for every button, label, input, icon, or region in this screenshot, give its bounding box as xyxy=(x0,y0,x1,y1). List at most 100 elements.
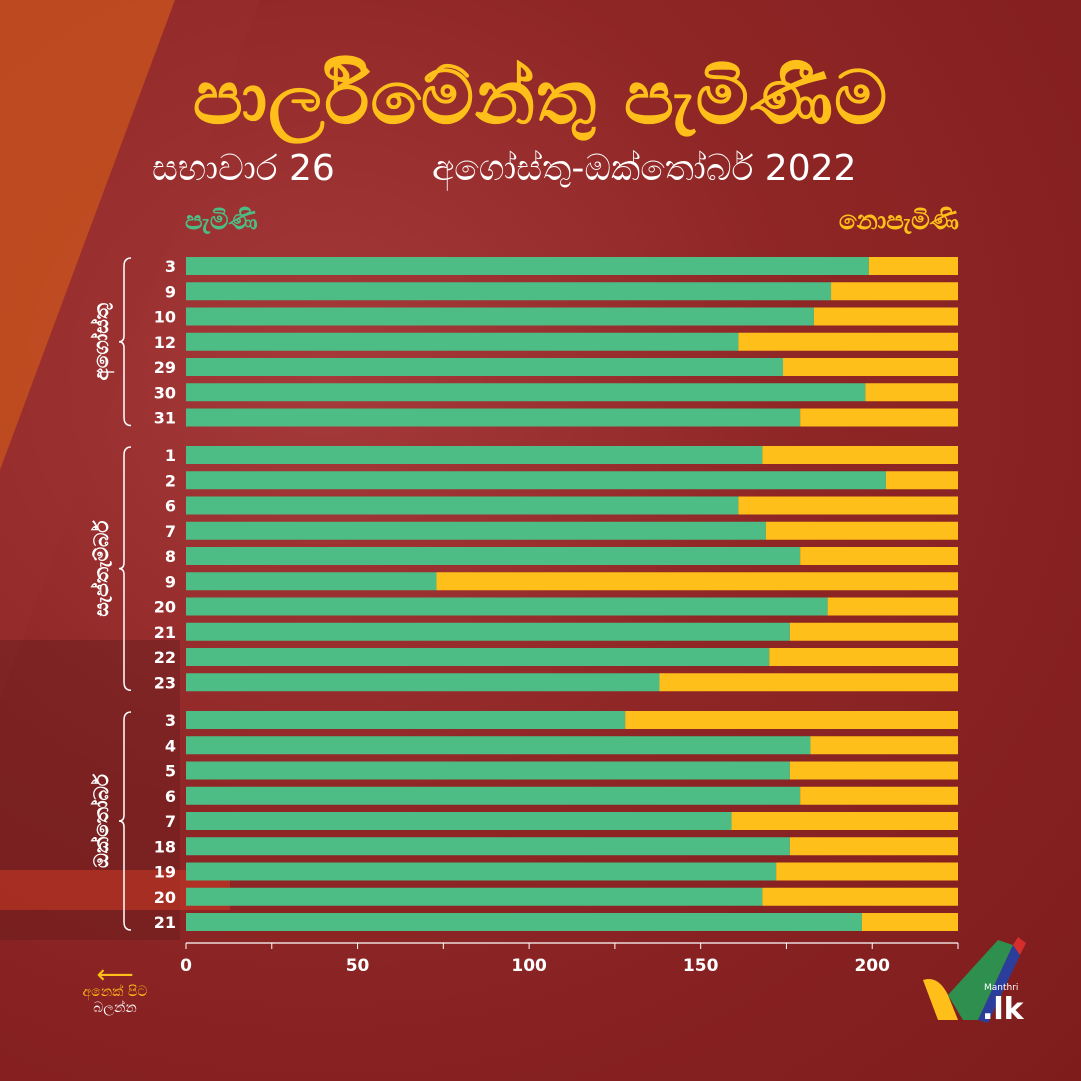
bar-present xyxy=(186,711,626,729)
day-label: 19 xyxy=(154,863,176,882)
day-label: 9 xyxy=(165,282,176,301)
group-bracket xyxy=(118,446,132,691)
bar-absent xyxy=(885,471,958,490)
month-label: අගෝස්තු xyxy=(89,302,115,380)
bar-present xyxy=(186,521,766,540)
bar-present xyxy=(186,648,770,666)
bar-absent xyxy=(810,736,958,755)
day-label: 5 xyxy=(165,762,176,781)
bar-present xyxy=(186,471,886,490)
bar-absent xyxy=(868,257,958,275)
bar-absent xyxy=(738,332,958,351)
back-hint[interactable]: ⟵ අනෙක් පිට බලන්න xyxy=(70,960,160,1016)
day-label: 3 xyxy=(165,711,176,730)
bar-absent xyxy=(827,597,958,616)
bar-absent xyxy=(762,887,958,906)
bar-absent xyxy=(861,913,958,931)
logo-text: .lk xyxy=(982,992,1024,1027)
bar-present xyxy=(186,307,814,326)
day-label: 21 xyxy=(154,623,176,642)
x-tick-label: 100 xyxy=(511,956,547,976)
day-label: 6 xyxy=(165,787,176,806)
bar-absent xyxy=(800,547,958,565)
day-label: 30 xyxy=(154,383,176,402)
bar-present xyxy=(186,837,790,856)
bar-absent xyxy=(769,648,958,666)
bar-present xyxy=(186,786,801,805)
bar-absent xyxy=(813,307,958,326)
bar-present xyxy=(186,597,828,616)
bar-present xyxy=(186,887,763,906)
day-label: 9 xyxy=(165,572,176,591)
day-label: 8 xyxy=(165,547,176,566)
logo-small-text: Manthri xyxy=(984,983,1019,993)
x-tick-label: 0 xyxy=(180,956,192,976)
day-label: 20 xyxy=(154,888,176,907)
bar-present xyxy=(186,913,862,931)
bar-present xyxy=(186,257,869,275)
month-label: සැප්තැම්බර් xyxy=(89,520,113,617)
bar-present xyxy=(186,673,660,692)
arrow-left-icon: ⟵ xyxy=(96,960,134,990)
day-label: 6 xyxy=(165,497,176,516)
legend-absent: නොපැමිණි xyxy=(838,206,959,236)
day-label: 7 xyxy=(165,522,176,541)
day-label: 29 xyxy=(154,358,176,377)
manthri-logo-icon xyxy=(923,937,1026,1023)
group-bracket xyxy=(118,257,132,427)
day-label: 21 xyxy=(154,913,176,932)
day-label: 4 xyxy=(165,736,176,755)
day-label: 23 xyxy=(154,673,176,692)
bar-absent xyxy=(789,837,958,856)
bar-present xyxy=(186,547,801,565)
bar-present xyxy=(186,572,437,591)
bar-present xyxy=(186,496,739,515)
bar-absent xyxy=(659,673,958,692)
bar-absent xyxy=(731,812,958,830)
bar-present xyxy=(186,862,777,881)
bar-present xyxy=(186,446,763,464)
day-label: 1 xyxy=(165,446,176,465)
day-label: 20 xyxy=(154,598,176,617)
back-hint-line2: බලන්න xyxy=(93,1000,137,1016)
bar-absent xyxy=(831,282,958,301)
back-hint-line1: අනෙක් පිට xyxy=(82,984,148,1000)
bar-present xyxy=(186,358,784,376)
bar-absent xyxy=(789,622,958,641)
group-bracket xyxy=(118,711,132,931)
x-tick-label: 50 xyxy=(346,956,370,976)
day-label: 10 xyxy=(154,308,176,327)
bar-present xyxy=(186,761,790,780)
bar-absent xyxy=(762,446,958,464)
day-label: 3 xyxy=(165,257,176,276)
bar-absent xyxy=(776,862,958,881)
bar-absent xyxy=(865,383,958,402)
day-label: 12 xyxy=(154,333,176,352)
x-tick-label: 150 xyxy=(683,956,719,976)
bar-present xyxy=(186,736,811,755)
bar-absent xyxy=(625,711,958,729)
bar-absent xyxy=(783,358,958,376)
page-title: පාර්ලිමේන්තු පැමිණීම xyxy=(192,55,889,141)
month-label: ඔක්තෝබර් xyxy=(89,773,113,868)
bar-present xyxy=(186,622,790,641)
day-label: 31 xyxy=(154,409,176,428)
day-label: 2 xyxy=(165,471,176,490)
bar-absent xyxy=(800,408,958,427)
x-tick-label: 200 xyxy=(854,956,890,976)
bar-absent xyxy=(436,572,959,591)
bar-absent xyxy=(800,786,958,805)
bar-present xyxy=(186,408,801,427)
date-range: අගෝස්තු-ඔක්තෝබර් 2022 xyxy=(432,148,857,189)
bar-present xyxy=(186,383,866,402)
bar-absent xyxy=(789,761,958,780)
day-label: 7 xyxy=(165,812,176,831)
bar-present xyxy=(186,332,739,351)
day-label: 18 xyxy=(154,837,176,856)
bar-absent xyxy=(738,496,958,515)
day-label: 22 xyxy=(154,648,176,667)
legend-present: පැමිණි xyxy=(185,206,258,236)
